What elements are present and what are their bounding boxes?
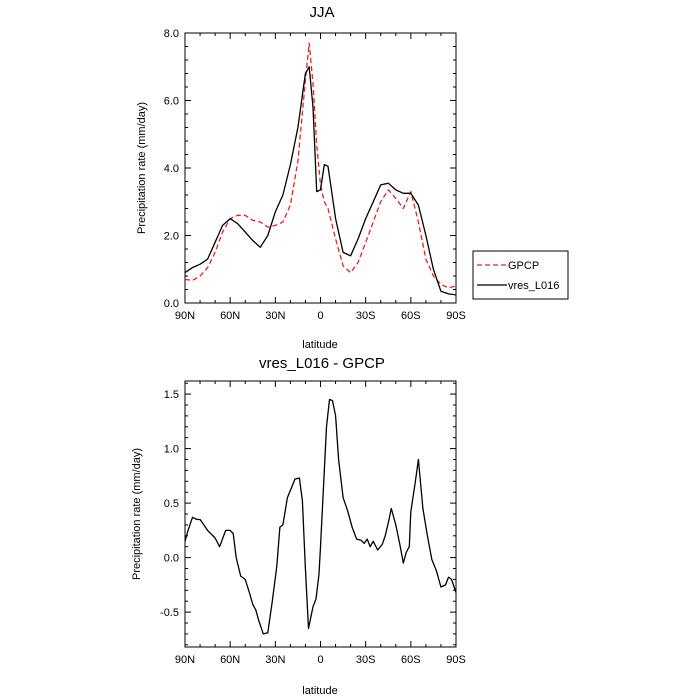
difference-series-vres-l016-gpcp-line — [184, 398, 457, 635]
difference-x-axis-label: latitude — [302, 685, 337, 697]
jja-y-tick-label: 0.0 — [164, 298, 179, 310]
difference-x-tick-label: 60N — [220, 654, 240, 666]
legend: GPCP vres_L016 — [472, 250, 569, 300]
difference-panel: vres_L016 - GPCP 90N 60N 30N 0 30S 60S 90S -0.5… — [131, 355, 466, 697]
difference-y-tick-label: 0.5 — [164, 498, 179, 510]
difference-series — [184, 398, 457, 635]
jja-x-tick-label: 90S — [446, 310, 466, 322]
jja-x-tick-label: 60S — [401, 310, 421, 322]
legend-vres-label: vres_L016 — [508, 280, 559, 292]
jja-x-tick-label: 90N — [175, 310, 195, 322]
jja-title: JJA — [309, 4, 334, 21]
difference-x-tick-label: 30S — [356, 654, 376, 666]
difference-x-tick-label: 90S — [446, 654, 466, 666]
jja-plot-frame — [184, 32, 457, 304]
jja-y-tick-label: 8.0 — [164, 28, 179, 40]
difference-y-tick-label: 1.0 — [164, 444, 179, 456]
jja-y-tick-label: 2.0 — [164, 231, 179, 243]
difference-x-tick-label: 90N — [175, 654, 195, 666]
legend-box — [472, 250, 569, 300]
difference-plot-frame — [184, 380, 457, 648]
difference-x-tick-label: 30N — [265, 654, 285, 666]
jja-x-tick-label: 30N — [265, 310, 285, 322]
jja-x-tick-label: 60N — [220, 310, 240, 322]
jja-ticks: 90N 60N 30N 0 30S 60S 90S 0.0 2.0 4.0 6.0 8.0 — [164, 28, 466, 322]
difference-x-tick-label: 60S — [401, 654, 421, 666]
difference-title: vres_L016 - GPCP — [259, 355, 385, 372]
jja-x-tick-label: 0 — [317, 310, 323, 322]
jja-x-axis-label: latitude — [302, 339, 337, 351]
legend-gpcp-label: GPCP — [508, 260, 539, 272]
jja-y-tick-label: 6.0 — [164, 96, 179, 108]
difference-y-tick-label: -0.5 — [160, 607, 179, 619]
jja-y-tick-label: 4.0 — [164, 163, 179, 175]
jja-x-tick-label: 30S — [356, 310, 376, 322]
difference-ticks: 90N 60N 30N 0 30S 60S 90S -0.5 0.0 0.5 1.0 1.5 — [160, 381, 466, 666]
difference-y-tick-label: 0.0 — [164, 553, 179, 565]
difference-y-axis-label: Precipitation rate (mm/day) — [131, 448, 143, 580]
jja-series-gpcp-line — [184, 42, 457, 289]
jja-series — [184, 42, 457, 296]
difference-x-tick-label: 0 — [317, 654, 323, 666]
difference-y-tick-label: 1.5 — [164, 389, 179, 401]
jja-y-axis-label: Precipitation rate (mm/day) — [136, 102, 148, 234]
jja-panel: JJA 90N 60N 30N 0 30S 60S 90S 0.0 2.0 4.0 6.0 8.0 l… — [136, 4, 466, 351]
jja-series-vres-l016-line — [184, 66, 457, 296]
